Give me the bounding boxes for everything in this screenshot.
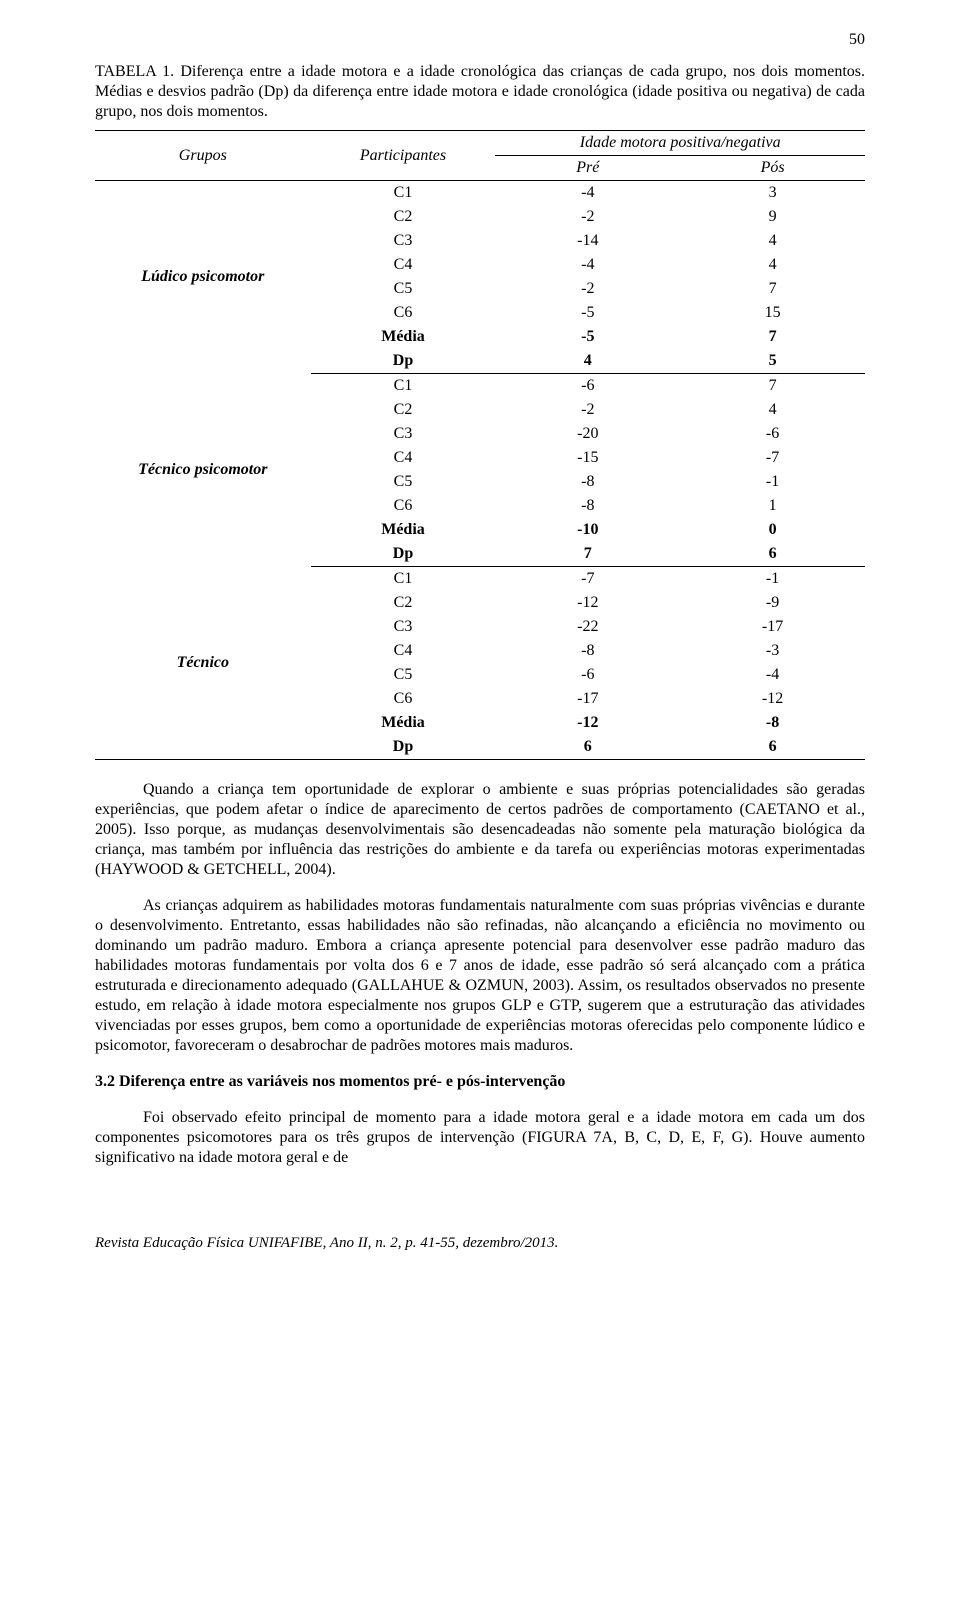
participant-cell: C1 <box>311 181 496 206</box>
pre-cell: -5 <box>495 301 680 325</box>
body-paragraph-2: As crianças adquirem as habilidades moto… <box>95 896 865 1056</box>
participant-cell: C2 <box>311 591 496 615</box>
participant-cell: C5 <box>311 663 496 687</box>
col-header-pre: Pré <box>495 156 680 181</box>
participant-cell: C4 <box>311 639 496 663</box>
page-number: 50 <box>95 30 865 50</box>
pos-cell: 3 <box>680 181 865 206</box>
pre-cell: -8 <box>495 639 680 663</box>
participant-cell: C4 <box>311 253 496 277</box>
stat-pre-cell: 4 <box>495 349 680 374</box>
section-heading: 3.2 Diferença entre as variáveis nos mom… <box>95 1072 865 1092</box>
stat-pre-cell: -10 <box>495 518 680 542</box>
stat-pos-cell: 5 <box>680 349 865 374</box>
data-table: GruposParticipantesIdade motora positiva… <box>95 130 865 760</box>
participant-cell: C3 <box>311 615 496 639</box>
stat-label-cell: Média <box>311 325 496 349</box>
pre-cell: -14 <box>495 229 680 253</box>
pos-cell: -12 <box>680 687 865 711</box>
pos-cell: 7 <box>680 277 865 301</box>
pre-cell: -20 <box>495 422 680 446</box>
journal-footer: Revista Educação Física UNIFAFIBE, Ano I… <box>95 1234 865 1253</box>
pre-cell: -2 <box>495 277 680 301</box>
pre-cell: -7 <box>495 567 680 592</box>
pre-cell: -22 <box>495 615 680 639</box>
stat-pre-cell: 6 <box>495 735 680 760</box>
stat-pos-cell: -8 <box>680 711 865 735</box>
pre-cell: -2 <box>495 398 680 422</box>
participant-cell: C2 <box>311 205 496 229</box>
stat-label-cell: Dp <box>311 349 496 374</box>
pos-cell: 9 <box>680 205 865 229</box>
pos-cell: -3 <box>680 639 865 663</box>
participant-cell: C1 <box>311 567 496 592</box>
participant-cell: C5 <box>311 470 496 494</box>
stat-pos-cell: 6 <box>680 735 865 760</box>
participant-cell: C1 <box>311 374 496 399</box>
body-paragraph-3: Foi observado efeito principal de moment… <box>95 1108 865 1168</box>
participant-cell: C6 <box>311 687 496 711</box>
pre-cell: -15 <box>495 446 680 470</box>
group-name-cell: Técnico psicomotor <box>95 374 311 567</box>
pos-cell: -7 <box>680 446 865 470</box>
stat-pos-cell: 0 <box>680 518 865 542</box>
col-header-participants: Participantes <box>311 131 496 181</box>
col-header-groups: Grupos <box>95 131 311 181</box>
pre-cell: -12 <box>495 591 680 615</box>
pos-cell: 15 <box>680 301 865 325</box>
stat-label-cell: Média <box>311 711 496 735</box>
pos-cell: -9 <box>680 591 865 615</box>
stat-label-cell: Dp <box>311 542 496 567</box>
pre-cell: -6 <box>495 663 680 687</box>
pos-cell: -4 <box>680 663 865 687</box>
pre-cell: -17 <box>495 687 680 711</box>
body-paragraph-1: Quando a criança tem oportunidade de exp… <box>95 780 865 880</box>
table-caption: TABELA 1. Diferença entre a idade motora… <box>95 62 865 122</box>
pre-cell: -6 <box>495 374 680 399</box>
stat-pre-cell: -12 <box>495 711 680 735</box>
col-header-pos: Pós <box>680 156 865 181</box>
participant-cell: C6 <box>311 301 496 325</box>
participant-cell: C6 <box>311 494 496 518</box>
pos-cell: 4 <box>680 398 865 422</box>
stat-pre-cell: 7 <box>495 542 680 567</box>
participant-cell: C3 <box>311 229 496 253</box>
stat-label-cell: Dp <box>311 735 496 760</box>
pre-cell: -2 <box>495 205 680 229</box>
stat-pos-cell: 6 <box>680 542 865 567</box>
pos-cell: -1 <box>680 470 865 494</box>
table-row: TécnicoC1-7-1 <box>95 567 865 592</box>
participant-cell: C3 <box>311 422 496 446</box>
pos-cell: 1 <box>680 494 865 518</box>
table-row: Lúdico psicomotorC1-43 <box>95 181 865 206</box>
pos-cell: 7 <box>680 374 865 399</box>
stat-label-cell: Média <box>311 518 496 542</box>
pos-cell: 4 <box>680 253 865 277</box>
table-row: Técnico psicomotorC1-67 <box>95 374 865 399</box>
stat-pre-cell: -5 <box>495 325 680 349</box>
pos-cell: -17 <box>680 615 865 639</box>
participant-cell: C4 <box>311 446 496 470</box>
pos-cell: -1 <box>680 567 865 592</box>
pos-cell: 4 <box>680 229 865 253</box>
pre-cell: -4 <box>495 181 680 206</box>
participant-cell: C2 <box>311 398 496 422</box>
pos-cell: -6 <box>680 422 865 446</box>
pre-cell: -8 <box>495 494 680 518</box>
group-name-cell: Técnico <box>95 567 311 760</box>
participant-cell: C5 <box>311 277 496 301</box>
group-name-cell: Lúdico psicomotor <box>95 181 311 374</box>
stat-pos-cell: 7 <box>680 325 865 349</box>
col-header-measure: Idade motora positiva/negativa <box>495 131 865 156</box>
pre-cell: -8 <box>495 470 680 494</box>
pre-cell: -4 <box>495 253 680 277</box>
